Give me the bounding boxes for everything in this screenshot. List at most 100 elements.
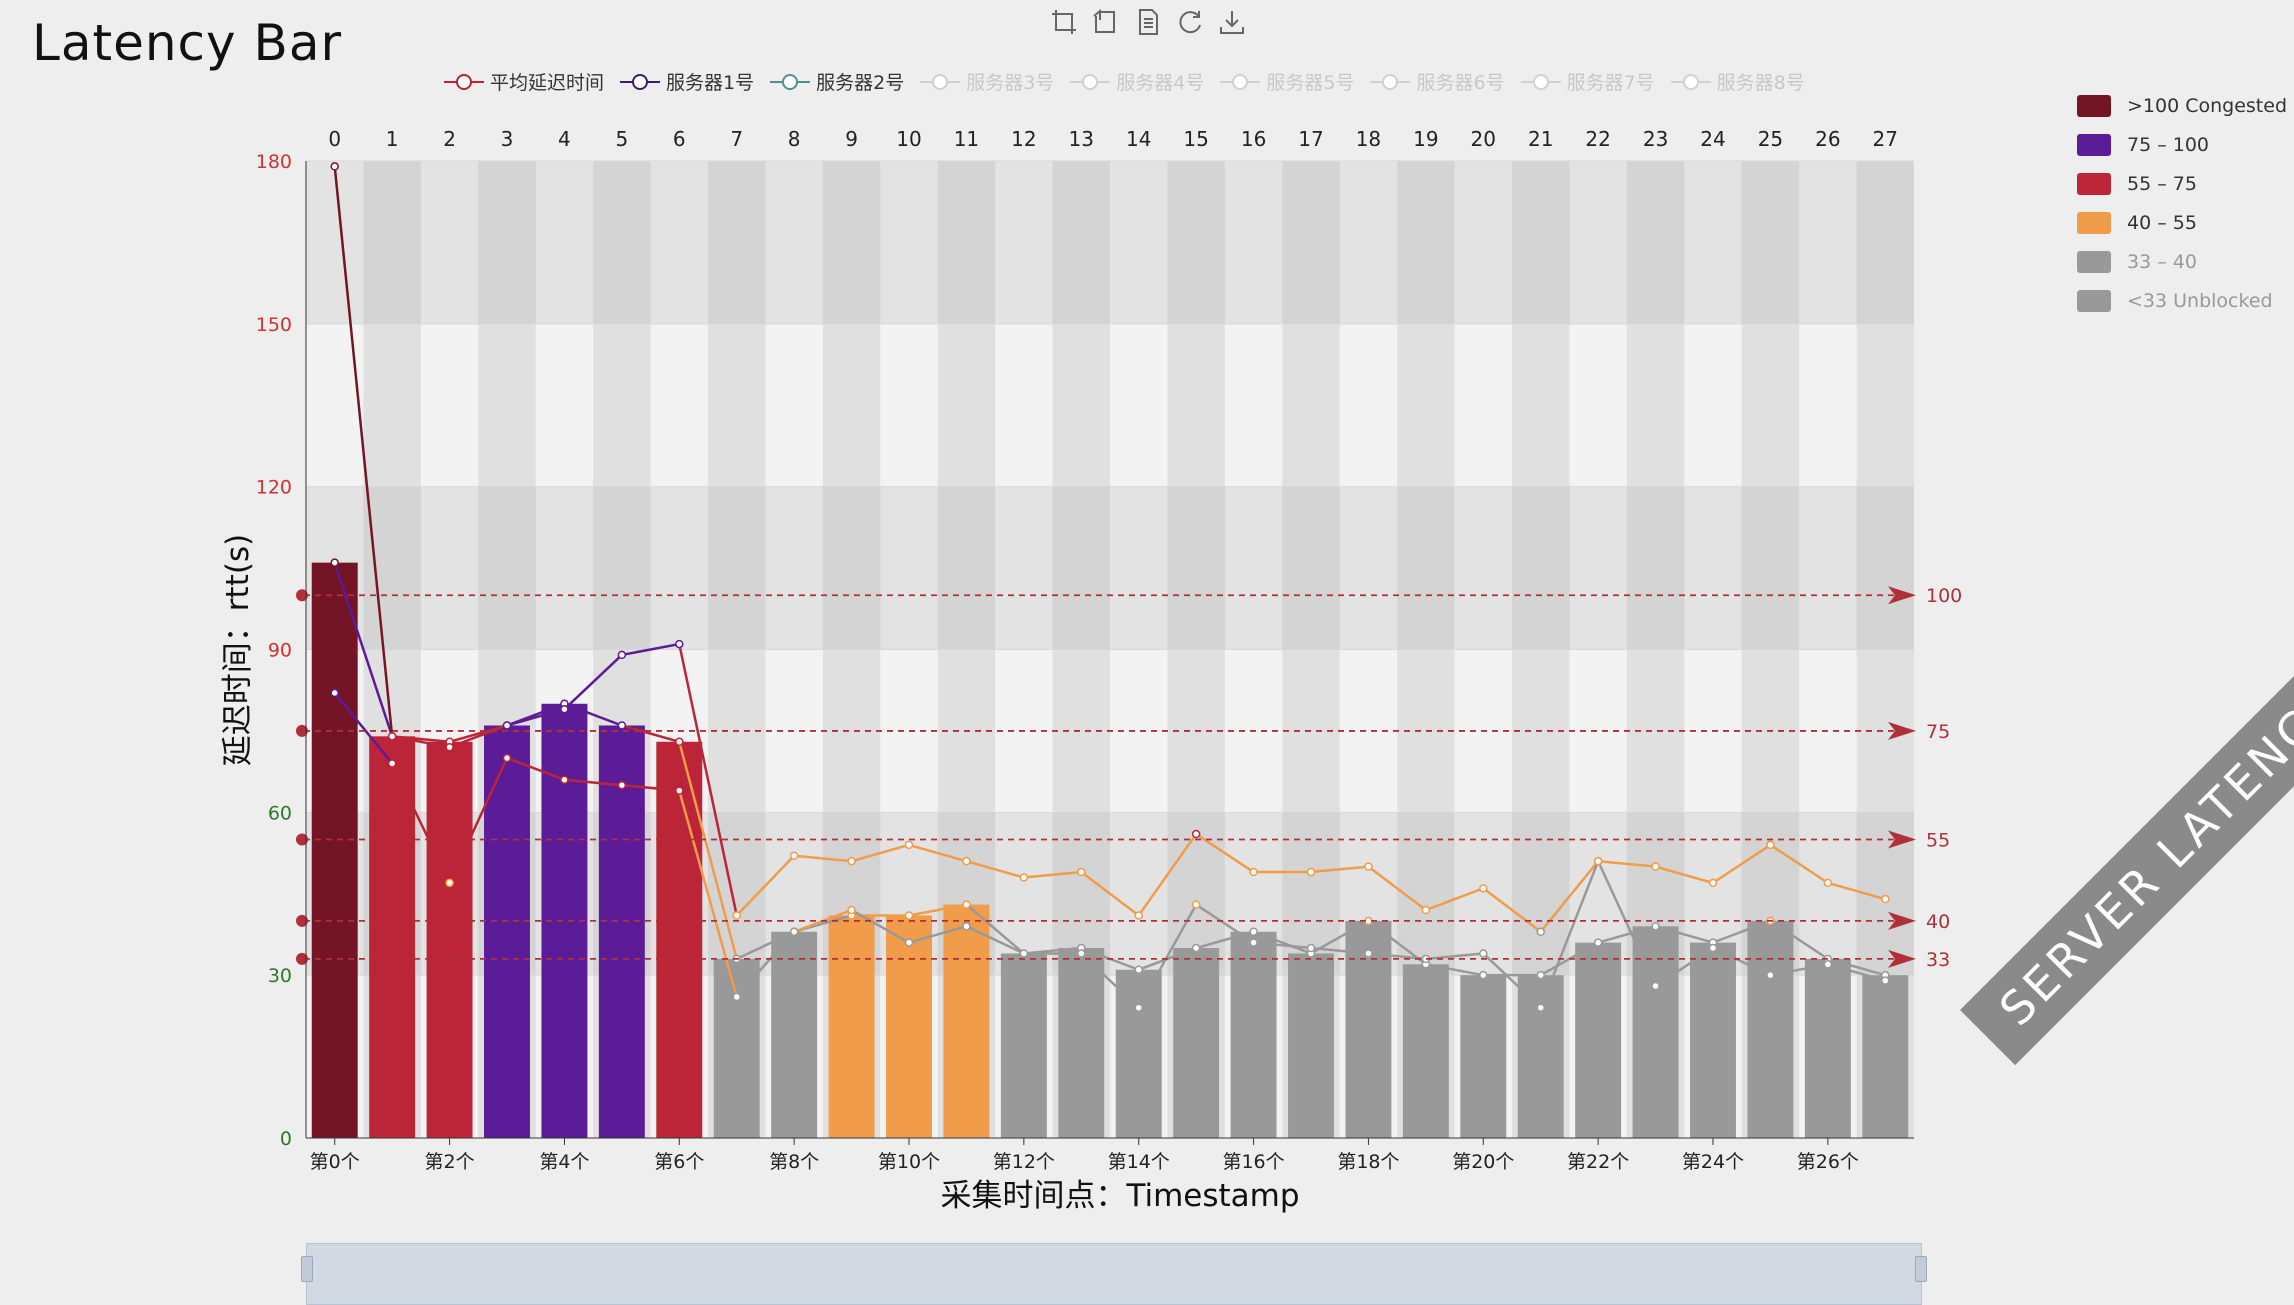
bar <box>598 725 645 1138</box>
legend-line-icon <box>1220 73 1261 90</box>
series-line-segment <box>1827 963 1886 982</box>
legend-item-series-8[interactable]: 服务器8号 <box>1670 68 1805 95</box>
series-line-segment <box>564 778 622 787</box>
bar <box>886 915 932 1138</box>
top-tick-label: 5 <box>615 127 628 151</box>
save-image-icon[interactable] <box>1218 8 1246 36</box>
visualmap-item-0[interactable]: >100 Congested <box>2077 86 2287 125</box>
legend-item-series-4[interactable]: 服务器4号 <box>1070 68 1204 95</box>
zoom-handle-right[interactable] <box>1915 1256 1927 1282</box>
series-point <box>1823 960 1833 969</box>
legend-item-series-1[interactable]: 服务器1号 <box>620 68 754 95</box>
top-tick-label: 18 <box>1356 127 1381 151</box>
legend-label: 服务器1号 <box>666 72 755 94</box>
series-line-segment <box>1539 860 1600 933</box>
markline-label: 100 <box>1926 585 1962 607</box>
series-line-segment <box>851 843 910 863</box>
series-line-segment <box>1712 919 1771 944</box>
visualmap-item-2[interactable]: 55 – 75 <box>2077 164 2287 203</box>
series-line-segment <box>678 643 738 916</box>
series-point <box>1421 905 1431 915</box>
data-view-icon[interactable] <box>1134 8 1162 36</box>
data-zoom-slider[interactable] <box>301 1243 1927 1305</box>
visualmap-item-1[interactable]: 75 – 100 <box>2077 125 2287 164</box>
zoom-reset-icon[interactable] <box>1092 8 1120 36</box>
y-split-area <box>306 161 1914 324</box>
zoom-select-icon[interactable] <box>1050 8 1078 36</box>
series-line-segment <box>333 692 394 765</box>
legend-line-icon <box>620 73 661 90</box>
legend-line-icon <box>1070 73 1111 90</box>
series-line-segment <box>966 859 1025 879</box>
top-tick-label: 20 <box>1471 127 1496 151</box>
series-line-segment <box>506 756 565 781</box>
series-line-segment <box>506 708 565 727</box>
legend-item-series-7[interactable]: 服务器7号 <box>1520 68 1655 95</box>
series-line-segment <box>735 930 796 998</box>
legend-item-series-6[interactable]: 服务器6号 <box>1370 68 1505 95</box>
visualmap-legend: >100 Congested 75 – 100 55 – 75 40 – 55 33 –… <box>2077 86 2287 320</box>
series-point <box>904 840 914 850</box>
series-point <box>330 558 339 567</box>
series-line-segment <box>1080 871 1140 917</box>
bar <box>1862 975 1909 1138</box>
top-tick-label: 25 <box>1758 127 1783 151</box>
series-point <box>1651 922 1660 931</box>
legend-item-series-0[interactable]: 平均延迟时间 <box>444 68 604 95</box>
series-point <box>1364 862 1373 871</box>
top-tick-label: 8 <box>788 127 801 151</box>
series-point <box>617 721 627 730</box>
toolbox <box>1050 8 1246 36</box>
top-tick-label: 15 <box>1183 127 1208 151</box>
series-line-segment <box>1482 887 1542 933</box>
legend-item-series-2[interactable]: 服务器2号 <box>770 68 904 95</box>
series-line-segment <box>1769 919 1829 960</box>
series-point <box>732 911 741 920</box>
series-point <box>962 900 971 909</box>
bar <box>828 915 875 1138</box>
legend-item-series-5[interactable]: 服务器5号 <box>1220 68 1354 95</box>
visualmap-item-4[interactable]: 33 – 40 <box>2077 242 2287 281</box>
series-point <box>1249 927 1258 936</box>
series-line-segment <box>1770 963 1829 977</box>
markline-arrow <box>1888 911 1916 930</box>
bar <box>1000 953 1047 1138</box>
series-line-segment <box>736 930 795 961</box>
series-line-segment <box>1137 833 1198 917</box>
series-line-segment <box>1253 930 1312 955</box>
visualmap-label: 40 – 55 <box>2127 211 2197 234</box>
legend-item-series-3[interactable]: 服务器3号 <box>920 68 1054 95</box>
markline-arrow <box>1888 830 1916 849</box>
top-tick-label: 17 <box>1298 127 1323 151</box>
bar <box>1230 931 1277 1138</box>
series-line-segment <box>678 790 738 998</box>
bar <box>771 931 818 1138</box>
top-tick-label: 4 <box>558 127 571 151</box>
series-line-segment <box>1712 946 1771 977</box>
legend-line-icon <box>1520 73 1561 90</box>
series-point <box>1134 965 1143 974</box>
series-point <box>1019 873 1029 882</box>
series-line-segment <box>621 642 680 657</box>
restore-icon[interactable] <box>1176 8 1204 36</box>
series-point <box>445 742 454 752</box>
series-point <box>1593 938 1603 947</box>
series-line-segment <box>1597 925 1656 944</box>
color-swatch <box>2077 250 2111 273</box>
y-tick-label: 0 <box>280 1128 292 1150</box>
visualmap-item-5[interactable]: <33 Unblocked <box>2077 281 2287 320</box>
series-point <box>904 911 914 920</box>
legend-line-icon <box>920 73 961 90</box>
series-line-segment <box>1425 887 1484 912</box>
visualmap-item-3[interactable]: 40 – 55 <box>2077 203 2287 242</box>
series-point <box>1708 878 1718 888</box>
top-tick-label: 16 <box>1241 127 1266 151</box>
series-line-segment <box>735 854 796 917</box>
visualmap-label: 33 – 40 <box>2127 250 2197 273</box>
y-tick-label: 90 <box>268 640 292 662</box>
series-point <box>330 688 339 698</box>
top-tick-label: 0 <box>328 127 341 151</box>
series-point <box>675 786 684 795</box>
zoom-handle-left[interactable] <box>301 1256 313 1282</box>
